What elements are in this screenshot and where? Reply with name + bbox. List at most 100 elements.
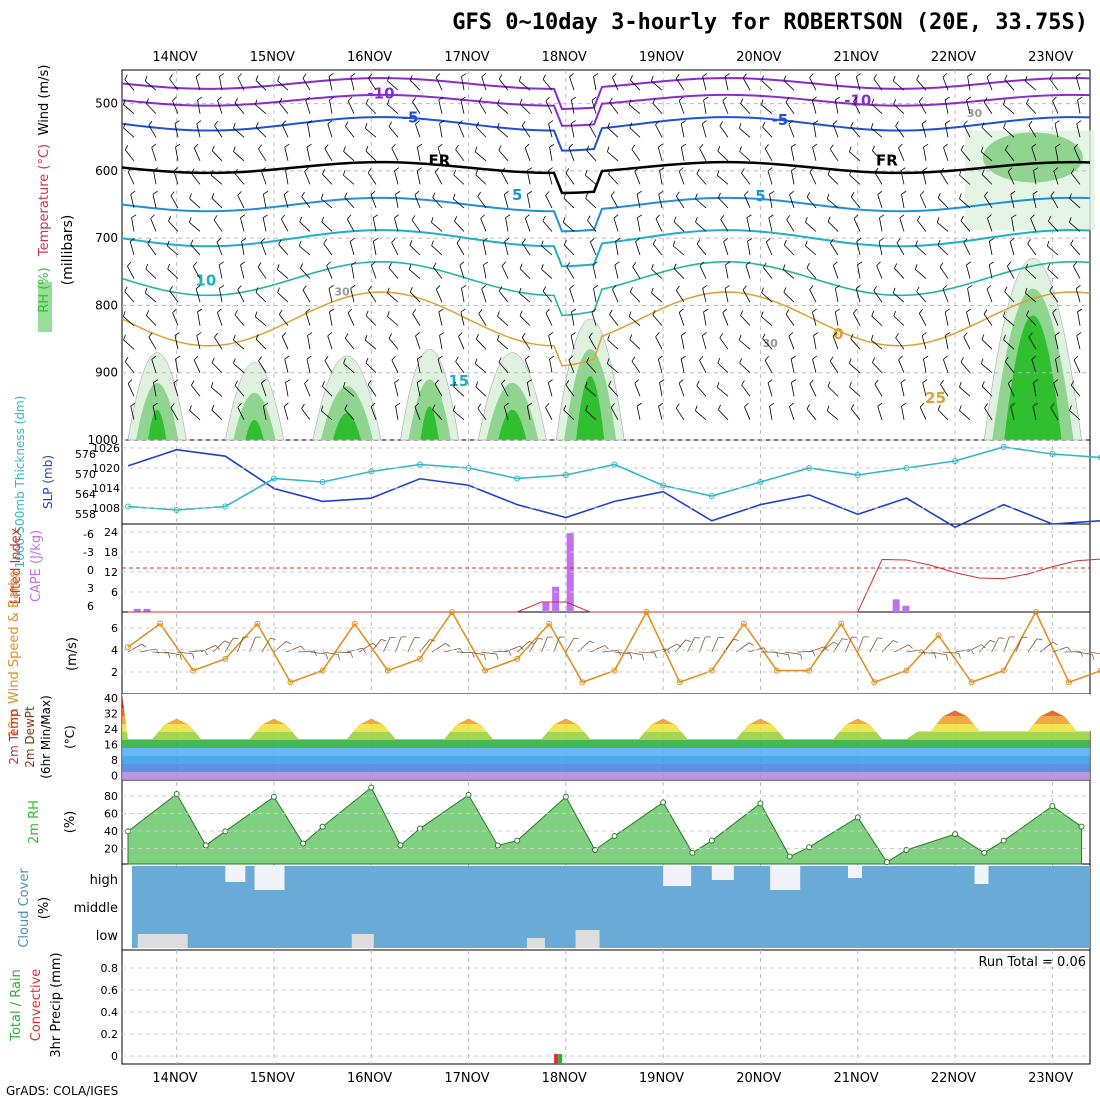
wind-barb (716, 170, 729, 185)
cloud-high-block (848, 866, 863, 878)
wind-speed-line-point (319, 667, 326, 674)
wind-barb (144, 75, 157, 91)
wind-barb (279, 309, 289, 326)
wind-barb-10m (699, 636, 711, 653)
rh-region-dark (245, 419, 264, 440)
date-bottom-15NOV: 15NOV (250, 1071, 295, 1086)
temp-tick-0: 0 (111, 770, 118, 783)
wind-barb (461, 73, 467, 91)
wind-speed-line (127, 610, 1100, 684)
wind-barb (805, 240, 817, 256)
wind-barb (173, 167, 179, 185)
cloud-low-block (526, 938, 545, 948)
wind-barb (255, 334, 267, 350)
wind-barb (565, 168, 575, 185)
wind-barb (652, 98, 663, 114)
wind-barb (937, 192, 949, 209)
wind-barb (827, 216, 839, 232)
temp-tick-32: 32 (104, 708, 118, 721)
wind-barb (832, 332, 839, 350)
wind-barb (680, 120, 687, 138)
wind-barb (455, 144, 465, 162)
wind-barb (306, 143, 312, 161)
wind-barb (701, 120, 707, 138)
wind-barb (190, 380, 201, 397)
precip-axis-label: 3hr Precip (mm) (49, 952, 64, 1057)
contour-label: 5 (755, 187, 765, 205)
wind-barb (571, 308, 577, 326)
wind-barb (919, 190, 927, 209)
wind-barb (967, 285, 973, 303)
thickness-axis-label: 1000-500mb Thickness (dm) (13, 396, 27, 569)
wind-barb (629, 75, 641, 91)
wind-barb (364, 123, 377, 138)
wind-barb (696, 239, 707, 256)
wind10-unit-label: (m/s) (65, 637, 80, 671)
wind-barb (370, 261, 377, 279)
wind-barb (302, 285, 311, 303)
wind-barb (701, 332, 707, 350)
wind-speed-line-point (384, 667, 391, 674)
wind-barb (127, 379, 135, 397)
wind-barb (940, 167, 949, 185)
cape-tick-24: 24 (104, 526, 118, 539)
wind-barb (571, 96, 577, 114)
wind-barb (745, 261, 751, 279)
wind-barb (459, 261, 465, 279)
wind-barb (260, 237, 267, 256)
temp2m-unit-label: (°C) (63, 725, 77, 749)
wind-barb (981, 334, 993, 350)
wind-barb (892, 75, 905, 91)
slp-tick-1020: 1020 (92, 462, 120, 475)
wind-barb (367, 168, 377, 185)
wind-barb-10m (334, 651, 353, 658)
wind-barb (613, 214, 619, 232)
wind-barb (1070, 380, 1081, 397)
wind-barb (678, 379, 685, 397)
temp-contour-10 (121, 229, 1091, 268)
wind-barb (988, 238, 995, 256)
wind-barb (565, 380, 575, 397)
cloud-high-block (770, 866, 801, 890)
wind-barb (966, 308, 972, 326)
wind-barb (343, 358, 355, 374)
wind-barb (321, 216, 333, 232)
wind-barb-10m (480, 651, 499, 660)
wind-barb (895, 121, 905, 138)
rh2m-point (611, 833, 618, 839)
wind-barb (986, 285, 993, 303)
wind-barb (983, 309, 993, 326)
wind-barb (172, 308, 179, 326)
wind-barb (632, 262, 641, 279)
wind-barb (722, 96, 729, 114)
wind-barb (655, 332, 663, 350)
wind-barb (347, 96, 355, 114)
wind-barb (829, 144, 839, 162)
rh-region-dark (498, 409, 527, 440)
wind-barb (761, 287, 773, 303)
wind-barb-10m (395, 636, 407, 653)
wind-barb (871, 145, 883, 162)
wind-barb (432, 192, 443, 209)
rh2m-point (708, 837, 715, 844)
wind-barb (812, 355, 818, 373)
wind-barb (437, 355, 443, 373)
wind-barb (805, 216, 817, 232)
wind-barb (438, 96, 444, 114)
wind-speed-line-point (449, 609, 456, 615)
wind-barb (678, 96, 685, 114)
thickness-tick-576: 576 (75, 448, 96, 461)
rh2m-point (397, 842, 404, 849)
li-tick-3: 3 (87, 582, 94, 595)
wind-barb (589, 238, 597, 256)
wind-barb (320, 193, 333, 209)
wind-barb (124, 356, 135, 373)
wind-barb (285, 167, 291, 185)
wind-barb (717, 192, 729, 209)
wind-barb (809, 285, 817, 303)
date-top-18NOV: 18NOV (542, 50, 587, 65)
wind-barb (695, 405, 707, 421)
wind-tick-4: 4 (111, 644, 118, 657)
wind-barb (874, 167, 883, 185)
temp-contour-freezing (121, 160, 1091, 195)
